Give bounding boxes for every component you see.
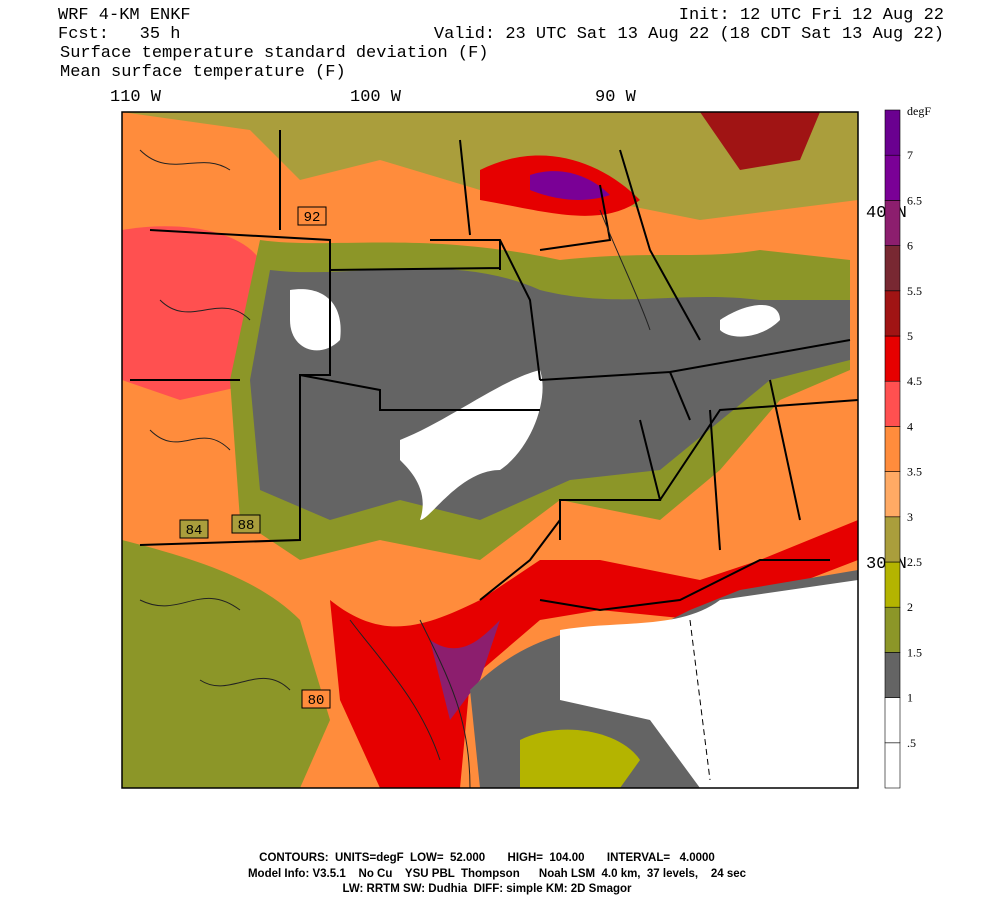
colorbar-label: 3.5 — [907, 465, 922, 479]
colorbar-label: 1 — [907, 691, 913, 705]
colorbar-label: 5 — [907, 329, 913, 343]
colorbar-box — [884, 154, 901, 201]
colorbar-label: 3 — [907, 510, 913, 524]
colorbar-label: 6.5 — [907, 193, 922, 207]
colorbar-box — [884, 109, 901, 156]
valid-time: Valid: 23 UTC Sat 13 Aug 22 (18 CDT Sat … — [434, 25, 944, 44]
map: 92 84 88 80 — [121, 111, 859, 789]
colorbar-label: 7 — [907, 148, 913, 162]
colorbar-box — [884, 471, 901, 518]
longitude-label: 100 W — [350, 88, 402, 107]
footer-line: CONTOURS: UNITS=degF LOW= 52.000 HIGH= 1… — [259, 852, 715, 864]
colorbar-box — [884, 561, 901, 608]
colorbar-label: 2.5 — [907, 555, 922, 569]
colorbar-label: 4.5 — [907, 374, 922, 388]
colorbar-unit: degF — [907, 104, 931, 118]
longitude-label: 90 W — [595, 88, 637, 107]
colorbar-box — [884, 245, 901, 292]
contour-label: 80 — [308, 693, 325, 709]
colorbar-box — [884, 200, 901, 246]
colorbar-label: 2 — [907, 600, 913, 614]
colorbar-box — [884, 652, 901, 698]
contour-label: 92 — [304, 210, 321, 226]
colorbar-label: .5 — [907, 736, 916, 750]
colorbar-box — [884, 697, 901, 744]
colorbar: degF .5 1 1.5 2 2.5 3 3.5 4 4.5 5 5.5 6 6.5 7 — [884, 104, 931, 789]
colorbar-box — [884, 335, 901, 382]
colorbar-label: 6 — [907, 239, 913, 253]
colorbar-box — [884, 606, 901, 653]
colorbar-box — [884, 742, 901, 789]
model-name: WRF 4-KM ENKF — [58, 6, 191, 25]
footer-line: LW: RRTM SW: Dudhia DIFF: simple KM: 2D … — [343, 883, 633, 895]
colorbar-box — [884, 380, 901, 427]
colorbar-label: 1.5 — [907, 645, 922, 659]
field-name: Mean surface temperature (F) — [60, 63, 346, 82]
contour-label: 84 — [186, 523, 203, 539]
colorbar-label: 5.5 — [907, 284, 922, 298]
longitude-label: 110 W — [110, 88, 162, 107]
colorbar-box — [884, 516, 901, 563]
footer-line: Model Info: V3.5.1 No Cu YSU PBL Thompso… — [248, 868, 747, 880]
colorbar-box — [884, 290, 901, 337]
colorbar-label: 4 — [907, 419, 913, 433]
field-name: Surface temperature standard deviation (… — [60, 44, 488, 63]
forecast-hour: Fcst: 35 h — [58, 25, 180, 44]
init-time: Init: 12 UTC Fri 12 Aug 22 — [679, 6, 944, 25]
colorbar-box — [884, 426, 901, 472]
contour-label: 88 — [238, 518, 255, 534]
